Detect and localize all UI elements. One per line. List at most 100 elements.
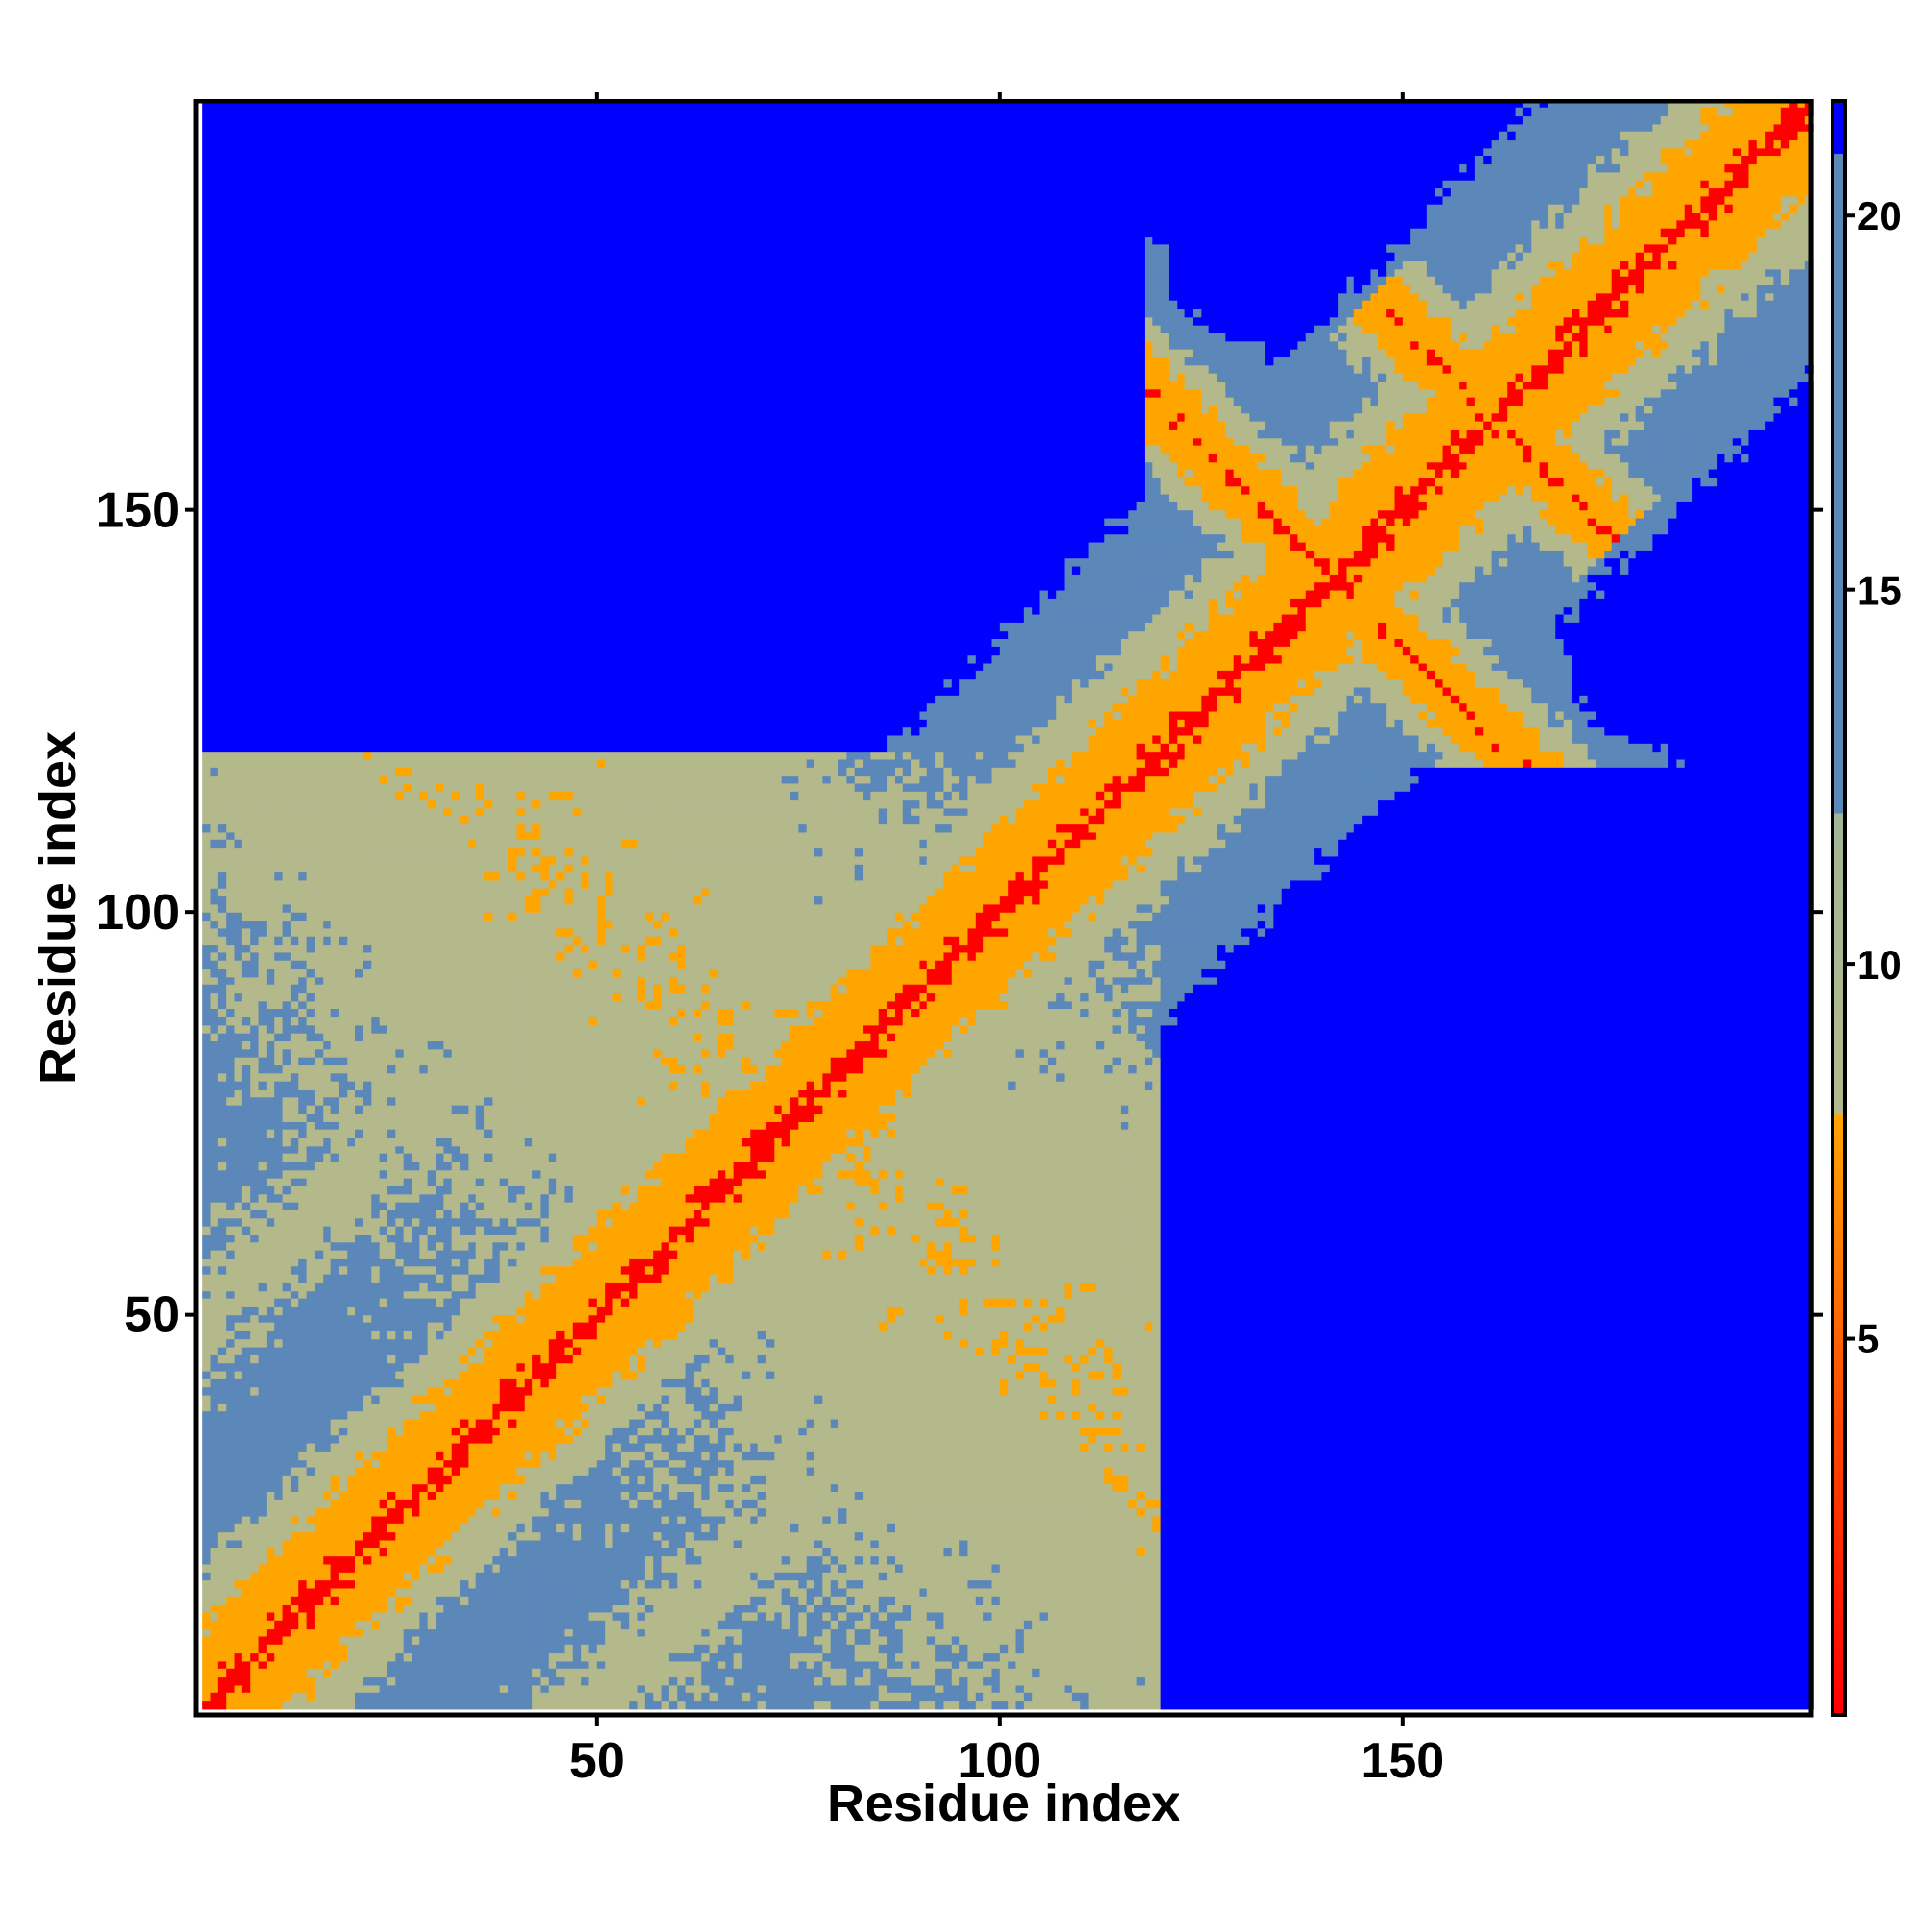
heatmap-cell bbox=[307, 293, 316, 301]
heatmap-cell bbox=[347, 1580, 355, 1589]
heatmap-cell bbox=[267, 269, 275, 277]
heatmap-cell bbox=[331, 864, 340, 872]
heatmap-cell bbox=[291, 936, 299, 945]
heatmap-cell bbox=[323, 308, 331, 317]
heatmap-cell bbox=[339, 148, 348, 156]
heatmap-cell bbox=[371, 896, 380, 905]
heatmap-cell bbox=[387, 1234, 396, 1242]
heatmap-cell bbox=[250, 598, 259, 607]
heatmap-cell bbox=[283, 856, 292, 865]
heatmap-cell bbox=[226, 1548, 235, 1556]
heatmap-cell bbox=[202, 293, 211, 301]
heatmap-cell bbox=[307, 1185, 316, 1194]
heatmap-cell bbox=[218, 405, 227, 413]
heatmap-cell bbox=[226, 1097, 235, 1106]
heatmap-cell bbox=[291, 952, 299, 961]
heatmap-cell bbox=[395, 284, 404, 293]
heatmap-cell bbox=[218, 1653, 227, 1662]
heatmap-cell bbox=[235, 139, 243, 148]
heatmap-cell bbox=[235, 880, 243, 889]
heatmap-cell bbox=[298, 1001, 307, 1009]
heatmap-cell bbox=[211, 244, 219, 253]
heatmap-cell bbox=[323, 356, 331, 365]
heatmap-cell bbox=[298, 1122, 307, 1130]
heatmap-cell bbox=[363, 1209, 372, 1218]
heatmap-cell bbox=[315, 968, 324, 977]
heatmap-cell bbox=[339, 703, 348, 712]
heatmap-cell bbox=[331, 397, 340, 406]
heatmap-cell bbox=[202, 832, 211, 840]
heatmap-cell bbox=[291, 1475, 299, 1484]
heatmap-cell bbox=[218, 1209, 227, 1218]
heatmap-cell bbox=[259, 759, 268, 768]
heatmap-cell bbox=[242, 783, 251, 792]
heatmap-cell bbox=[339, 607, 348, 615]
heatmap-cell bbox=[202, 752, 211, 760]
heatmap-cell bbox=[380, 389, 388, 398]
heatmap-cell bbox=[395, 743, 404, 752]
heatmap-cell bbox=[226, 1113, 235, 1122]
heatmap-cell bbox=[315, 1371, 324, 1379]
heatmap-cell bbox=[267, 1460, 275, 1468]
heatmap-cell bbox=[363, 172, 372, 181]
heatmap-cell bbox=[235, 220, 243, 229]
heatmap-cell bbox=[283, 510, 292, 519]
heatmap-cell bbox=[218, 293, 227, 301]
heatmap-cell bbox=[387, 356, 396, 365]
heatmap-cell bbox=[331, 1451, 340, 1460]
heatmap-cell bbox=[202, 1492, 211, 1500]
heatmap-cell bbox=[283, 1105, 292, 1114]
heatmap-cell bbox=[347, 1629, 355, 1637]
heatmap-cell bbox=[355, 1258, 364, 1266]
heatmap-cell bbox=[274, 373, 283, 382]
heatmap-cell bbox=[363, 1605, 372, 1613]
heatmap-cell bbox=[323, 1460, 331, 1468]
heatmap-cell bbox=[242, 397, 251, 406]
heatmap-cell bbox=[323, 365, 331, 374]
heatmap-cell bbox=[259, 1274, 268, 1283]
heatmap-cell bbox=[315, 1049, 324, 1058]
heatmap-cell bbox=[347, 1339, 355, 1348]
heatmap-cell bbox=[355, 791, 364, 800]
heatmap-cell bbox=[283, 469, 292, 478]
heatmap-cell bbox=[283, 880, 292, 889]
heatmap-cell bbox=[380, 308, 388, 317]
heatmap-cell bbox=[331, 952, 340, 961]
heatmap-cell bbox=[250, 413, 259, 422]
heatmap-cell bbox=[371, 977, 380, 985]
heatmap-cell bbox=[395, 1523, 404, 1532]
heatmap-cell bbox=[259, 1685, 268, 1693]
heatmap-cell bbox=[331, 1354, 340, 1363]
heatmap-cell bbox=[211, 1057, 219, 1065]
heatmap-cell bbox=[395, 1282, 404, 1291]
heatmap-cell bbox=[339, 1298, 348, 1307]
heatmap-cell bbox=[315, 1363, 324, 1372]
heatmap-cell bbox=[347, 1620, 355, 1629]
heatmap-cell bbox=[235, 1122, 243, 1130]
heatmap-cell bbox=[202, 486, 211, 495]
heatmap-cell bbox=[315, 1556, 324, 1565]
heatmap-cell bbox=[218, 1605, 227, 1613]
heatmap-cell bbox=[387, 1427, 396, 1435]
heatmap-cell bbox=[307, 1644, 316, 1653]
heatmap-cell bbox=[211, 163, 219, 172]
heatmap-cell bbox=[259, 1378, 268, 1387]
heatmap-cell bbox=[387, 1073, 396, 1082]
heatmap-cell bbox=[283, 453, 292, 462]
heatmap-cell bbox=[331, 1467, 340, 1476]
heatmap-cell bbox=[339, 1443, 348, 1452]
heatmap-cell bbox=[226, 1685, 235, 1693]
heatmap-cell bbox=[283, 1274, 292, 1283]
heatmap-cell bbox=[371, 1242, 380, 1251]
heatmap-cell bbox=[380, 526, 388, 534]
heatmap-cell bbox=[274, 1460, 283, 1468]
heatmap-cell bbox=[259, 1516, 268, 1524]
heatmap-cell bbox=[363, 1371, 372, 1379]
heatmap-cell bbox=[395, 1025, 404, 1034]
heatmap-cell bbox=[274, 783, 283, 792]
heatmap-cell bbox=[387, 308, 396, 317]
heatmap-cell bbox=[283, 1492, 292, 1500]
heatmap-cell bbox=[218, 639, 227, 647]
heatmap-cell bbox=[226, 1354, 235, 1363]
heatmap-cell bbox=[307, 558, 316, 567]
